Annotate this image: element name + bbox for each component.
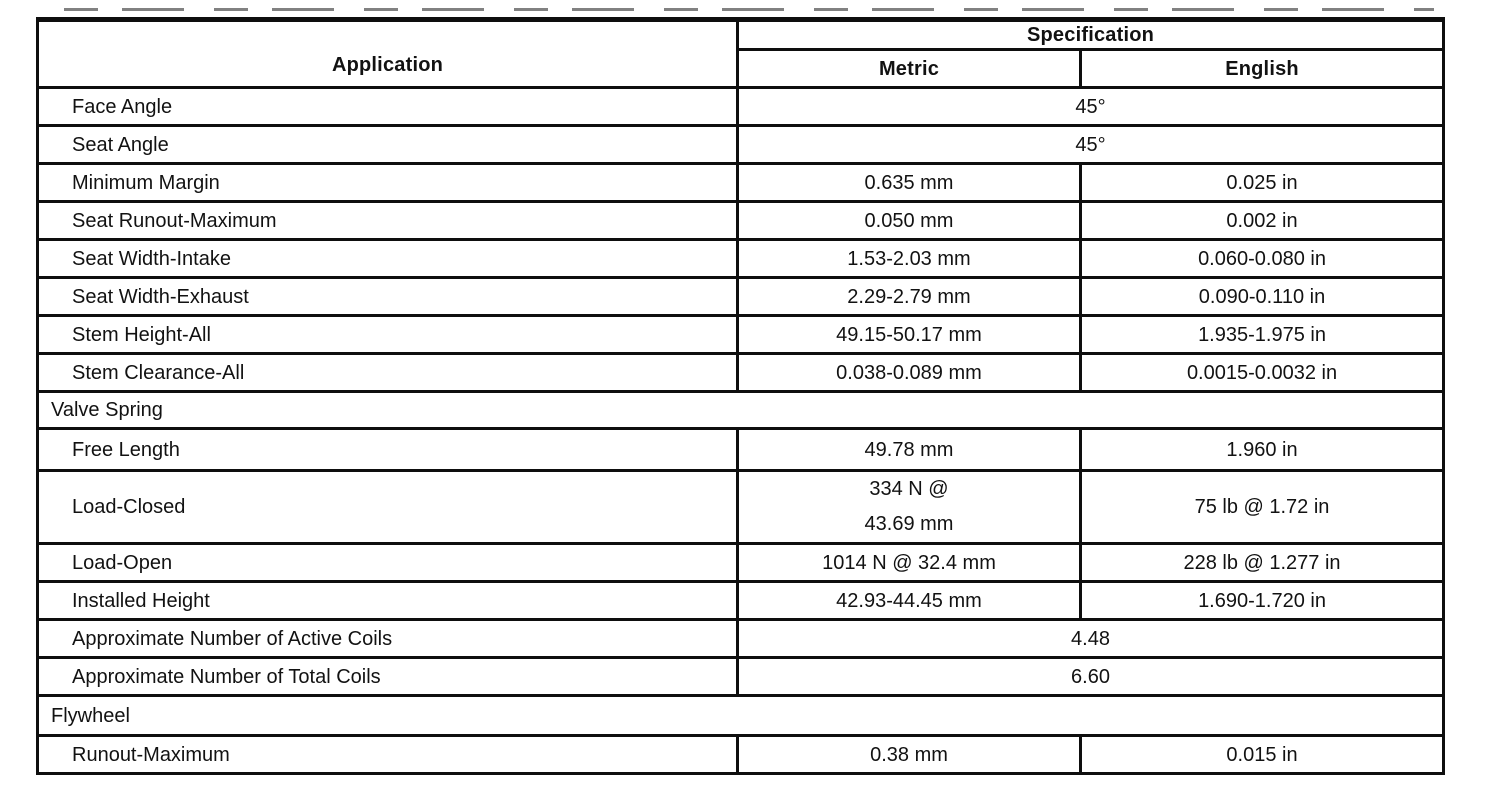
- row-label: Stem Height-All: [36, 314, 739, 355]
- metric-value: 1.53-2.03 mm: [736, 238, 1082, 279]
- section-label: Valve Spring: [35, 390, 1446, 430]
- row-label: Free Length: [36, 427, 739, 472]
- english-value: 1.690-1.720 in: [1078, 580, 1446, 621]
- english-value: 1.935-1.975 in: [1078, 314, 1446, 355]
- section-row: Valve Spring: [35, 390, 1446, 430]
- table-row: Seat Angle 45°: [36, 124, 1446, 165]
- row-label: Load-Closed: [36, 469, 739, 545]
- table-row: Minimum Margin 0.635 mm 0.025 in: [36, 162, 1446, 203]
- row-label: Installed Height: [36, 580, 739, 621]
- metric-value: 0.38 mm: [736, 734, 1082, 775]
- english-column-header: English: [1078, 48, 1446, 89]
- table-row: Load-Open 1014 N @ 32.4 mm 228 lb @ 1.27…: [36, 542, 1446, 583]
- row-label: Face Angle: [36, 86, 739, 127]
- english-value: 0.015 in: [1078, 734, 1446, 775]
- row-label: Stem Clearance-All: [36, 352, 739, 393]
- specifications-table: Application Specification Metric English…: [35, 17, 1446, 775]
- metric-value: 0.635 mm: [736, 162, 1082, 203]
- english-value: 0.002 in: [1078, 200, 1446, 241]
- english-value: 75 lb @ 1.72 in: [1078, 469, 1446, 545]
- metric-value: 49.78 mm: [736, 427, 1082, 472]
- metric-value: 0.038-0.089 mm: [736, 352, 1082, 393]
- english-value: 1.960 in: [1078, 427, 1446, 472]
- metric-column-header: Metric: [736, 48, 1082, 89]
- row-label: Seat Runout-Maximum: [36, 200, 739, 241]
- metric-value: 42.93-44.45 mm: [736, 580, 1082, 621]
- shared-value: 4.48: [735, 618, 1446, 659]
- shared-value: 6.60: [735, 656, 1446, 697]
- header-row-units: Metric English: [38, 48, 1446, 89]
- english-value: 0.0015-0.0032 in: [1078, 352, 1446, 393]
- table-row: Approximate Number of Total Coils 6.60: [36, 656, 1446, 697]
- table-row: Approximate Number of Active Coils 4.48: [36, 618, 1446, 659]
- shared-value: 45°: [735, 124, 1446, 165]
- section-label: Flywheel: [35, 694, 1446, 737]
- row-label: Seat Width-Intake: [36, 238, 739, 279]
- row-label: Approximate Number of Total Coils: [36, 656, 739, 697]
- table-row: Stem Clearance-All 0.038-0.089 mm 0.0015…: [36, 352, 1446, 393]
- row-label: Minimum Margin: [36, 162, 739, 203]
- english-value: 228 lb @ 1.277 in: [1078, 542, 1446, 583]
- shared-value: 45°: [735, 86, 1446, 127]
- specification-column-header: Specification: [735, 18, 1446, 51]
- section-row: Flywheel: [35, 694, 1446, 737]
- metric-value: 0.050 mm: [736, 200, 1082, 241]
- table-row: Face Angle 45°: [36, 86, 1446, 127]
- table-row: Installed Height 42.93-44.45 mm 1.690-1.…: [36, 580, 1446, 621]
- scan-artifact-line: [64, 8, 1434, 11]
- metric-value: 1014 N @ 32.4 mm: [736, 542, 1082, 583]
- table-row: Stem Height-All 49.15-50.17 mm 1.935-1.9…: [36, 314, 1446, 355]
- table-row: Seat Width-Intake 1.53-2.03 mm 0.060-0.0…: [36, 238, 1446, 279]
- english-value: 0.090-0.110 in: [1078, 276, 1446, 317]
- row-label: Runout-Maximum: [36, 734, 739, 775]
- table-row: Runout-Maximum 0.38 mm 0.015 in: [36, 734, 1446, 775]
- metric-value: 49.15-50.17 mm: [736, 314, 1082, 355]
- row-label: Approximate Number of Active Coils: [36, 618, 739, 659]
- metric-value: 2.29-2.79 mm: [736, 276, 1082, 317]
- application-column-header: Application: [36, 18, 739, 89]
- table-row: Free Length 49.78 mm 1.960 in: [36, 427, 1446, 472]
- metric-value: 334 N @ 43.69 mm: [736, 469, 1082, 545]
- row-label: Load-Open: [36, 542, 739, 583]
- english-value: 0.025 in: [1078, 162, 1446, 203]
- row-label: Seat Width-Exhaust: [36, 276, 739, 317]
- row-label: Seat Angle: [36, 124, 739, 165]
- english-value: 0.060-0.080 in: [1078, 238, 1446, 279]
- header-row-specification: Application Specification: [36, 18, 1446, 89]
- table-row: Load-Closed 334 N @ 43.69 mm 75 lb @ 1.7…: [36, 469, 1446, 545]
- table-row: Seat Runout-Maximum 0.050 mm 0.002 in: [36, 200, 1446, 241]
- table-row: Seat Width-Exhaust 2.29-2.79 mm 0.090-0.…: [36, 276, 1446, 317]
